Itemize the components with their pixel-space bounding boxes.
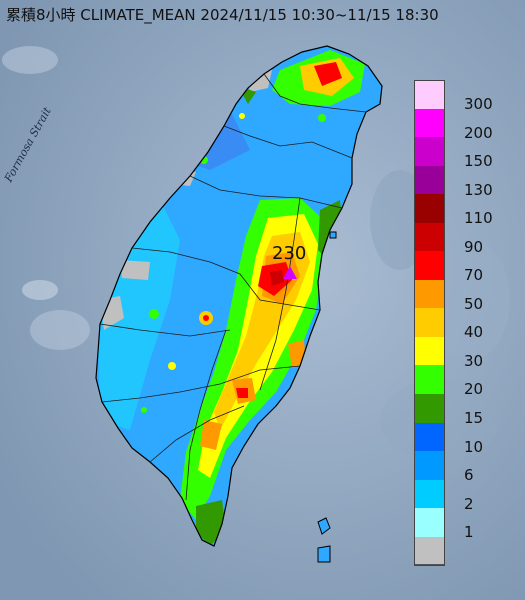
legend-label: 90 [464,237,484,256]
legend-label: 110 [464,209,493,228]
legend-row: 30 [414,336,518,370]
max-rainfall-value: 230 [272,243,307,264]
legend-label: 10 [464,437,484,456]
legend-label: 2 [464,494,474,513]
legend-row: 70 [414,251,518,285]
legend-row: 130 [414,165,518,199]
legend-row: 10 [414,422,518,456]
legend-row: 15 [414,394,518,428]
legend-swatch [414,479,445,509]
legend-swatch [414,165,445,195]
legend-row: 6 [414,451,518,485]
legend-swatch [414,308,445,337]
legend-row: 20 [414,365,518,399]
legend-row: 40 [414,308,518,342]
rainfall-legend: 300 200 150 130 110 90 70 50 40 30 20 15 10 6 2 1 [414,80,518,566]
legend-label: 200 [464,123,493,142]
legend-swatch [414,336,445,366]
legend-row: 50 [414,279,518,313]
legend-swatch [414,451,445,480]
legend-label: 50 [464,294,484,313]
legend-swatch [414,251,445,280]
legend-swatch [414,80,445,109]
legend-label: 15 [464,409,484,428]
legend-swatch [414,279,445,309]
legend-row: 2 [414,479,518,513]
legend-label: 40 [464,323,484,342]
legend-row: 1 [414,508,518,542]
legend-swatch [414,194,445,223]
legend-label: 300 [464,95,493,113]
legend-row: 90 [414,222,518,256]
legend-label: 70 [464,266,484,285]
legend-label: 20 [464,380,484,399]
legend-swatch [414,394,445,423]
legend-swatch [414,365,445,395]
legend-label: 6 [464,466,474,485]
legend-swatch [414,536,445,566]
legend-row: 110 [414,194,518,228]
legend-swatch [414,222,445,252]
legend-row [414,536,518,566]
county-boundaries [99,73,367,501]
legend-label: 150 [464,152,493,171]
map-title: 累積8小時 CLIMATE_MEAN 2024/11/15 10:30~11/1… [6,6,439,24]
legend-label: 30 [464,351,484,370]
legend-row: 200 [414,108,518,142]
legend-label: 1 [464,523,474,542]
legend-swatch [414,422,445,452]
legend-swatch [414,508,445,537]
legend-row: 150 [414,137,518,171]
legend-swatch [414,137,445,166]
legend-row: 300 [414,80,518,113]
legend-label: 130 [464,180,493,199]
max-rainfall-marker-icon [283,266,297,279]
offshore-islands [317,231,337,563]
legend-swatch [414,108,445,138]
